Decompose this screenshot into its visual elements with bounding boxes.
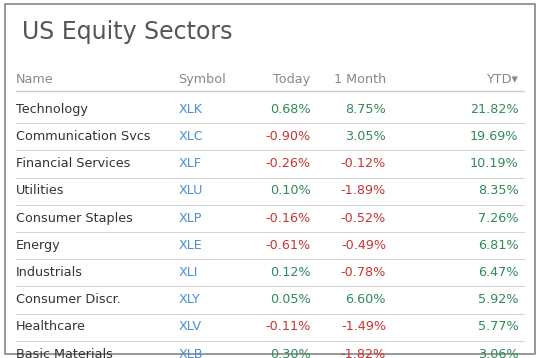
Text: Today: Today [273,73,310,86]
Text: 0.30%: 0.30% [270,348,310,358]
Text: Financial Services: Financial Services [16,157,131,170]
Text: 3.06%: 3.06% [478,348,518,358]
Text: XLV: XLV [178,320,201,333]
Text: Utilities: Utilities [16,184,65,197]
Text: Basic Materials: Basic Materials [16,348,113,358]
Text: Healthcare: Healthcare [16,320,86,333]
Text: -0.49%: -0.49% [341,239,386,252]
Text: XLY: XLY [178,293,200,306]
Text: Technology: Technology [16,103,88,116]
Text: XLU: XLU [178,184,202,197]
Text: XLK: XLK [178,103,202,116]
Text: 0.68%: 0.68% [270,103,310,116]
Text: 8.75%: 8.75% [346,103,386,116]
Text: 5.92%: 5.92% [478,293,518,306]
Text: 6.47%: 6.47% [478,266,518,279]
Text: Energy: Energy [16,239,61,252]
Text: XLP: XLP [178,212,202,224]
Text: -0.12%: -0.12% [341,157,386,170]
Text: 6.81%: 6.81% [478,239,518,252]
Text: 0.12%: 0.12% [270,266,310,279]
Text: Consumer Staples: Consumer Staples [16,212,133,224]
Text: 7.26%: 7.26% [478,212,518,224]
Text: Name: Name [16,73,54,86]
Text: -1.89%: -1.89% [341,184,386,197]
Text: XLE: XLE [178,239,202,252]
Text: 0.10%: 0.10% [270,184,310,197]
Text: -0.52%: -0.52% [341,212,386,224]
Text: -0.78%: -0.78% [341,266,386,279]
Text: -0.90%: -0.90% [265,130,310,143]
Text: 3.05%: 3.05% [346,130,386,143]
Text: 1 Month: 1 Month [334,73,386,86]
Text: XLF: XLF [178,157,201,170]
Text: -1.49%: -1.49% [341,320,386,333]
Text: 10.19%: 10.19% [470,157,518,170]
Text: 5.77%: 5.77% [478,320,518,333]
Text: Consumer Discr.: Consumer Discr. [16,293,121,306]
Text: 6.60%: 6.60% [346,293,386,306]
Text: Symbol: Symbol [178,73,226,86]
Text: XLI: XLI [178,266,198,279]
Text: XLB: XLB [178,348,202,358]
Text: US Equity Sectors: US Equity Sectors [22,20,232,44]
Text: Industrials: Industrials [16,266,83,279]
Text: 21.82%: 21.82% [470,103,518,116]
Text: 19.69%: 19.69% [470,130,518,143]
Text: -0.61%: -0.61% [265,239,310,252]
Text: Communication Svcs: Communication Svcs [16,130,151,143]
Text: 0.05%: 0.05% [270,293,310,306]
Text: 8.35%: 8.35% [478,184,518,197]
FancyBboxPatch shape [5,4,535,354]
Text: -0.26%: -0.26% [265,157,310,170]
Text: -0.16%: -0.16% [265,212,310,224]
Text: -0.11%: -0.11% [265,320,310,333]
Text: YTD▾: YTD▾ [487,73,518,86]
Text: XLC: XLC [178,130,203,143]
Text: -1.82%: -1.82% [341,348,386,358]
